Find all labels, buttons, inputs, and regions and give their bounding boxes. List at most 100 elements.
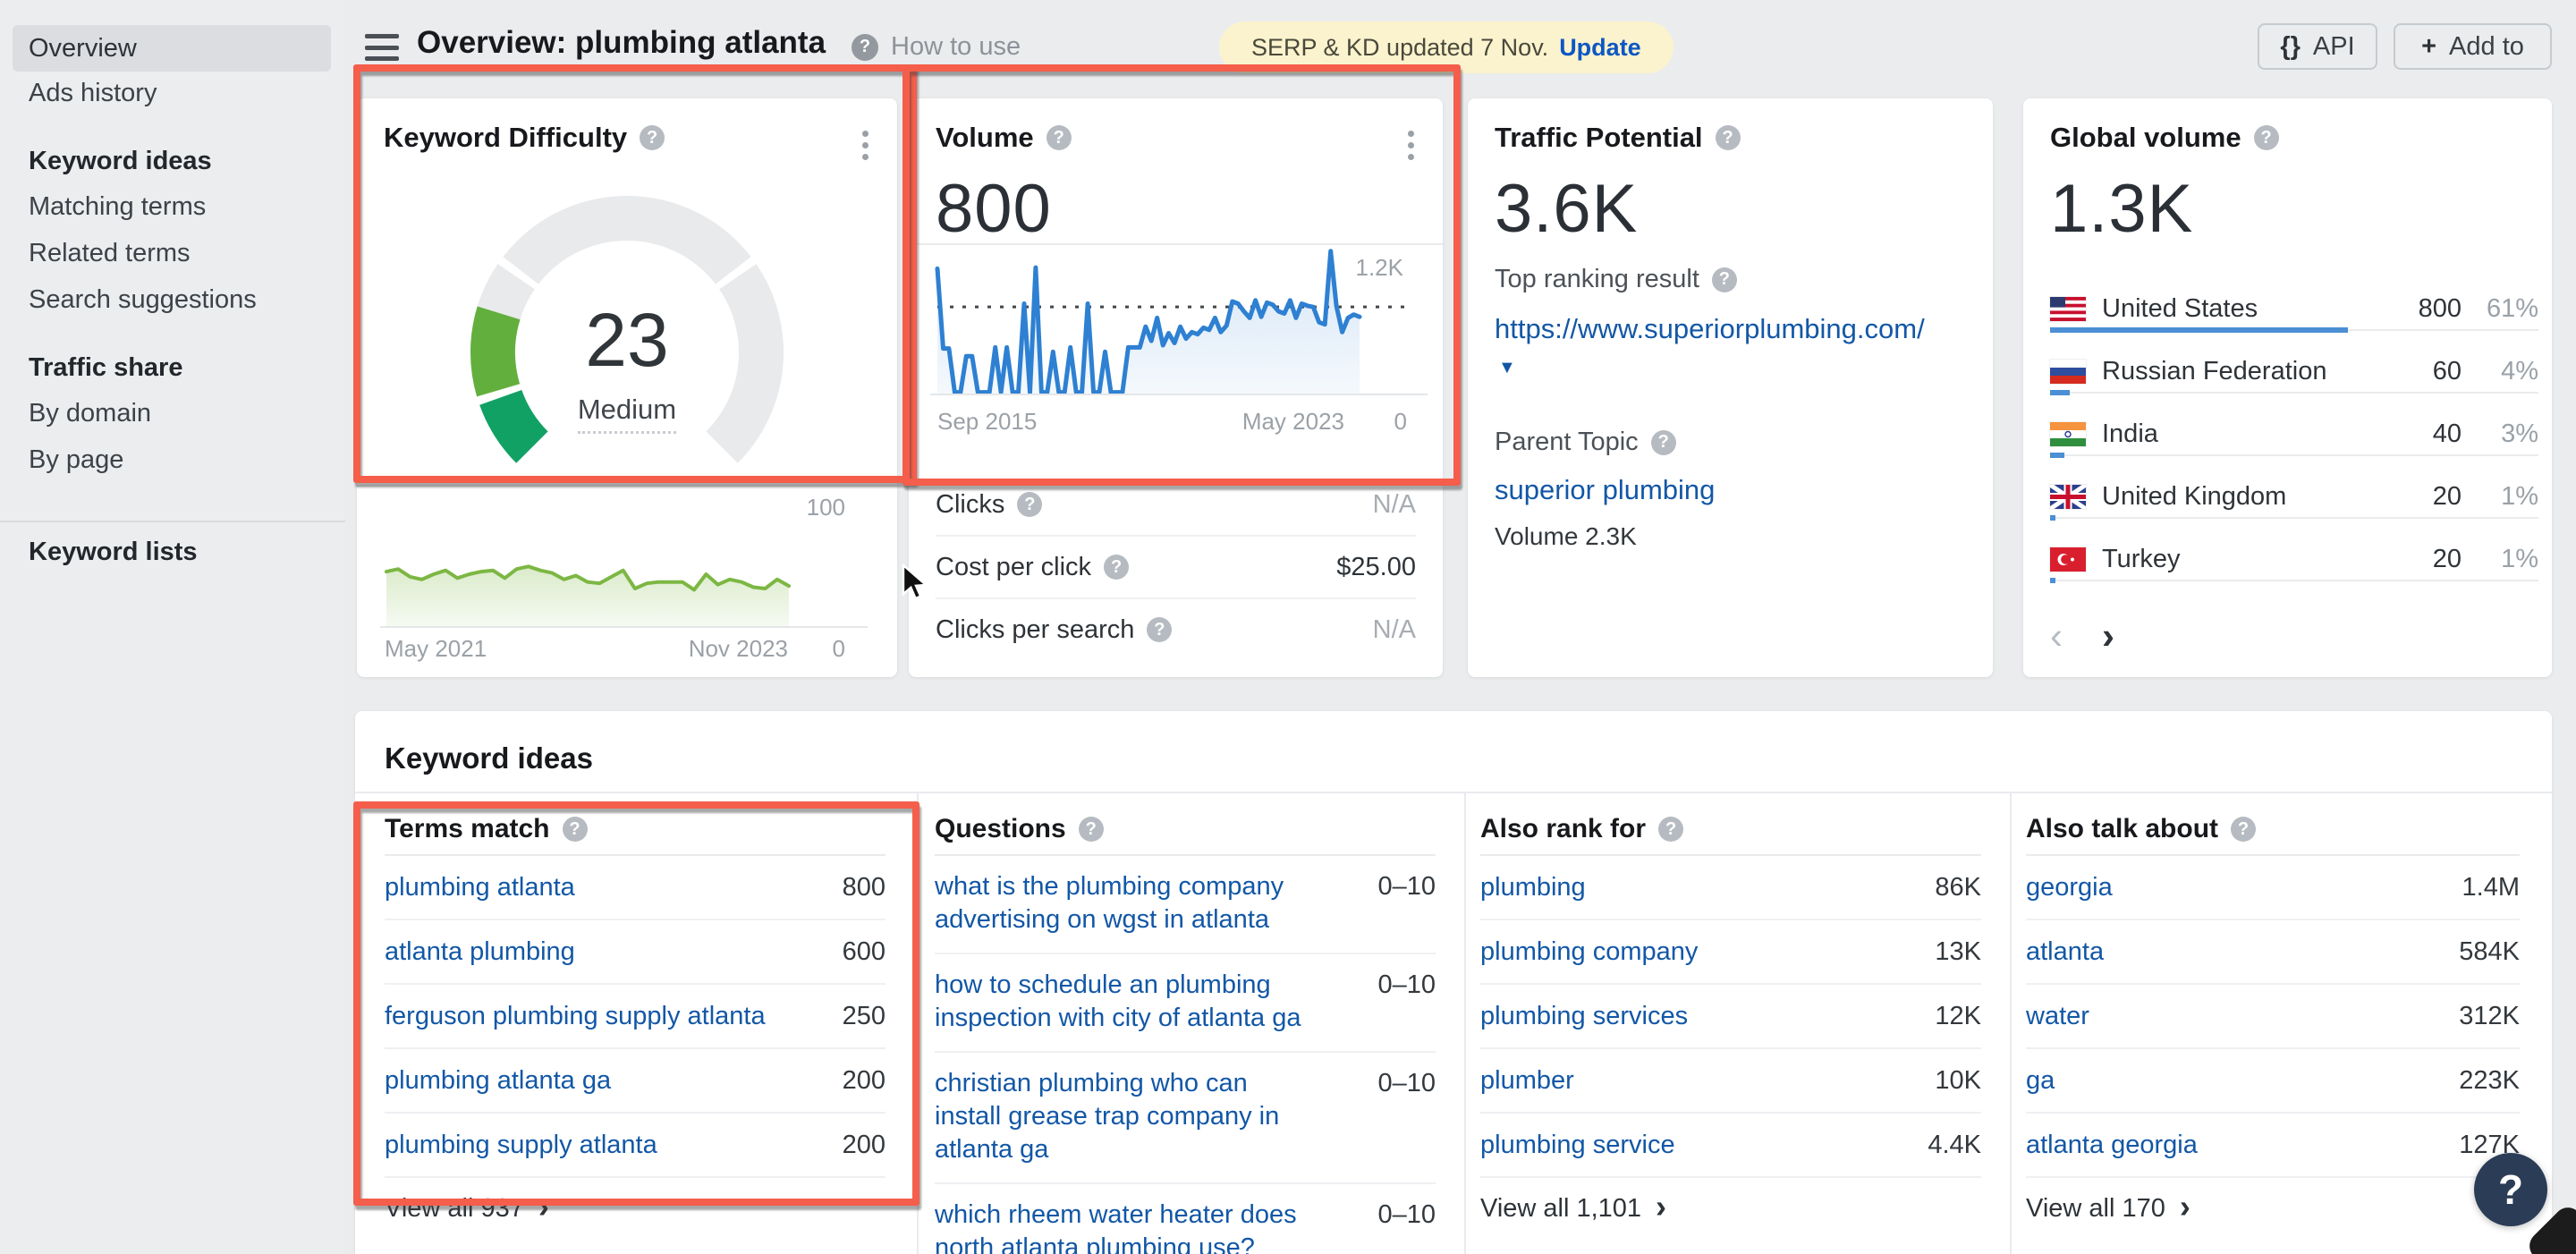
y-axis-max-label: 1.2K (1356, 254, 1404, 282)
kebab-menu-icon[interactable] (857, 125, 874, 165)
sidebar-item-ads-history[interactable]: Ads history (29, 79, 157, 108)
keyword-link[interactable]: plumbing (1480, 873, 1586, 902)
keyword-link[interactable]: what is the plumbing company advertising… (935, 870, 1319, 936)
column-divider (917, 792, 919, 1254)
keyword-link[interactable]: plumbing services (1480, 1002, 1688, 1031)
top-ranking-result-link[interactable]: https://www.superiorplumbing.com/ (1495, 313, 1925, 345)
help-icon[interactable]: ? (2231, 817, 2256, 842)
question-mark-icon: ? (2498, 1165, 2523, 1214)
traffic-potential-title-text: Traffic Potential (1495, 122, 1703, 154)
keyword-link[interactable]: plumbing atlanta ga (385, 1066, 611, 1096)
column-header-questions: Questions? (935, 804, 1436, 856)
x-axis-end-label: May 2023 (1242, 408, 1344, 436)
help-icon[interactable]: ? (1658, 817, 1683, 842)
add-to-button[interactable]: + Add to (2394, 23, 2552, 70)
y-axis-min-label: 0 (1394, 408, 1407, 436)
divider (355, 792, 2552, 793)
view-all-link-also-rank-for[interactable]: View all 1,101› (1480, 1178, 1981, 1239)
share-track (2050, 454, 2538, 456)
divider (909, 243, 1443, 245)
kd-score-label: Medium (448, 394, 806, 434)
keyword-link[interactable]: plumbing supply atlanta (385, 1131, 657, 1160)
help-icon[interactable]: ? (563, 817, 588, 842)
help-icon[interactable]: ? (1017, 492, 1042, 517)
x-axis-start-label: Sep 2015 (937, 408, 1037, 436)
column-title: Questions (935, 814, 1066, 844)
keyword-link[interactable]: atlanta (2026, 937, 2104, 967)
keyword-row: atlanta georgia127K (2026, 1114, 2520, 1178)
help-icon[interactable]: ? (1104, 555, 1129, 580)
keyword-link[interactable]: georgia (2026, 873, 2113, 902)
sidebar-item-by-domain[interactable]: By domain (29, 399, 151, 428)
help-icon[interactable]: ? (2254, 125, 2279, 150)
keyword-link[interactable]: plumbing atlanta (385, 873, 575, 902)
help-icon[interactable]: ? (1712, 267, 1737, 292)
volume-card: Volume ? 800 1.2K Sep 2015 May 2023 0 Cl… (909, 98, 1443, 677)
keyword-link[interactable]: plumber (1480, 1066, 1574, 1096)
sidebar-item-search-suggestions[interactable]: Search suggestions (29, 285, 257, 315)
global-volume-title-text: Global volume (2050, 122, 2241, 154)
keyword-column-also-rank-for: Also rank for?plumbing86Kplumbing compan… (1480, 804, 1981, 1239)
help-icon[interactable]: ? (1046, 125, 1072, 150)
keyword-link[interactable]: christian plumbing who can install greas… (935, 1067, 1319, 1166)
view-all-link-terms-match[interactable]: View all 937› (385, 1178, 886, 1239)
country-row-united-kingdom: United Kingdom201% (2050, 465, 2538, 528)
sidebar-item-related-terms[interactable]: Related terms (29, 239, 191, 268)
column-title: Terms match (385, 814, 550, 844)
metric-label: Clicks? (936, 490, 1042, 520)
help-fab-button[interactable]: ? (2474, 1153, 2547, 1226)
metric-label: Cost per click? (936, 553, 1129, 582)
tr-flag-icon (2050, 547, 2086, 572)
keyword-link[interactable]: atlanta plumbing (385, 937, 575, 967)
keyword-row: ga 223K (2026, 1049, 2520, 1114)
keyword-volume: 10K (1935, 1066, 1981, 1096)
next-page-icon[interactable]: › (2102, 617, 2114, 655)
keyword-link[interactable]: how to schedule an plumbing inspection w… (935, 969, 1319, 1035)
keyword-link[interactable]: plumbing company (1480, 937, 1698, 967)
previous-page-icon[interactable]: ‹ (2050, 617, 2063, 655)
keyword-row: ferguson plumbing supply atlanta250 (385, 985, 886, 1049)
view-all-link-also-talk-about[interactable]: View all 170 › (2026, 1178, 2520, 1239)
keyword-link[interactable]: which rheem water heater does north atla… (935, 1199, 1319, 1254)
share-bar (2050, 515, 2055, 521)
view-all-label: View all 170 (2026, 1194, 2165, 1224)
help-icon[interactable]: ? (1716, 125, 1741, 150)
help-icon[interactable]: ? (1079, 817, 1104, 842)
country-percent: 1% (2462, 545, 2538, 574)
keyword-volume: 1.4M (2462, 873, 2520, 902)
sidebar-item-by-page[interactable]: By page (29, 445, 123, 475)
gb-flag-icon (2050, 485, 2086, 509)
sidebar-item-matching-terms[interactable]: Matching terms (29, 192, 206, 222)
column-header-also-talk-about: Also talk about? (2026, 804, 2520, 856)
country-pagination: ‹ › (2050, 617, 2114, 655)
keyword-volume: 223K (2459, 1066, 2520, 1096)
country-name: United States (2102, 294, 2372, 324)
update-link[interactable]: Update (1559, 34, 1641, 62)
volume-metrics: Clicks?N/ACost per click?$25.00Clicks pe… (936, 474, 1416, 660)
keyword-link[interactable]: plumbing service (1480, 1131, 1675, 1160)
divider (357, 485, 897, 487)
keyword-link[interactable]: water (2026, 1002, 2089, 1031)
sidebar-item-overview[interactable]: Overview (13, 25, 331, 72)
help-icon[interactable]: ? (1651, 430, 1676, 455)
chevron-right-icon: › (2180, 1190, 2190, 1223)
caret-down-icon[interactable]: ▼ (1498, 358, 1516, 378)
plus-icon: + (2421, 32, 2436, 62)
ahrefs-keyword-overview-page: OverviewAds historyKeyword ideasMatching… (0, 0, 2576, 1254)
share-bar (2050, 390, 2070, 395)
help-icon[interactable]: ? (1147, 617, 1172, 642)
share-bar (2050, 453, 2064, 458)
api-button[interactable]: {} API (2258, 23, 2377, 70)
traffic-potential-title: Traffic Potential ? (1495, 122, 1741, 154)
how-to-use-link[interactable]: ? How to use (852, 32, 1021, 62)
kebab-menu-icon[interactable] (1402, 125, 1419, 165)
braces-icon: {} (2280, 32, 2301, 62)
keyword-row: plumbing supply atlanta200 (385, 1114, 886, 1178)
column-title: Also talk about (2026, 814, 2218, 844)
keyword-link[interactable]: atlanta georgia (2026, 1131, 2198, 1160)
country-percent: 61% (2462, 294, 2538, 324)
keyword-link[interactable]: ferguson plumbing supply atlanta (385, 1002, 766, 1031)
keyword-link[interactable]: ga (2026, 1066, 2055, 1096)
parent-topic-link[interactable]: superior plumbing (1495, 474, 1715, 506)
hamburger-menu-icon[interactable] (365, 34, 399, 61)
